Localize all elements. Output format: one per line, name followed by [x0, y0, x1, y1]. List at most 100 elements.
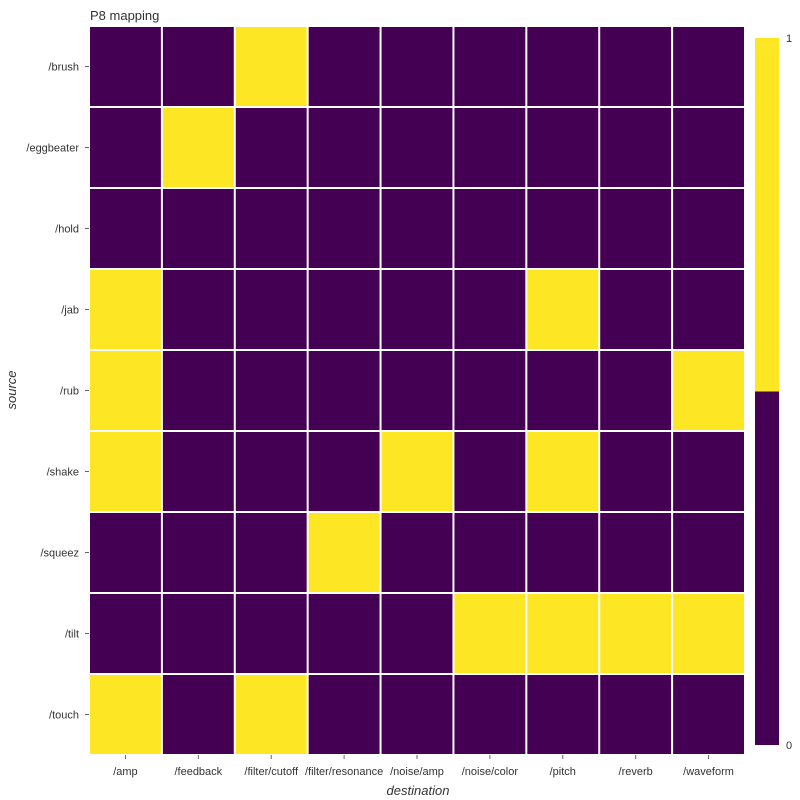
- heatmap-cell: [600, 432, 672, 511]
- heatmap-cell: [162, 675, 234, 754]
- heatmap-cell: [235, 675, 307, 754]
- heatmap-cell: [673, 351, 744, 430]
- heatmap-cell: [673, 594, 744, 673]
- heatmap-cell: [308, 270, 380, 349]
- heatmap-cell: [600, 351, 672, 430]
- heatmap-cell: [162, 432, 234, 511]
- heatmap-cell: [454, 675, 526, 754]
- heatmap-cell: [235, 594, 307, 673]
- heatmap-cell: [454, 108, 526, 187]
- heatmap-cell: [90, 675, 161, 754]
- heatmap-cell: [90, 513, 161, 592]
- heatmap-cell: [454, 594, 526, 673]
- heatmap-cell: [235, 27, 307, 106]
- heatmap-cell: [162, 594, 234, 673]
- heatmap-cell: [381, 432, 453, 511]
- heatmap-cell: [673, 108, 744, 187]
- heatmap-cell: [673, 27, 744, 106]
- x-tick-label: /noise/amp: [390, 766, 444, 778]
- heatmap-cell: [90, 189, 161, 268]
- heatmap-cell: [162, 27, 234, 106]
- heatmap-cell: [527, 513, 599, 592]
- heatmap-cell: [308, 189, 380, 268]
- heatmap-cell: [600, 594, 672, 673]
- y-tick-label: /brush: [48, 62, 79, 74]
- heatmap-cell: [527, 351, 599, 430]
- y-axis-label: source: [4, 370, 19, 409]
- heatmap-cell: [308, 432, 380, 511]
- heatmap-cell: [527, 27, 599, 106]
- heatmap-cell: [90, 432, 161, 511]
- heatmap-cell: [454, 351, 526, 430]
- heatmap-cell: [235, 351, 307, 430]
- y-tick-label: /eggbeater: [26, 143, 79, 155]
- heatmap-cell: [308, 351, 380, 430]
- colorbar-high-segment: [755, 38, 779, 392]
- heatmap-cell: [673, 189, 744, 268]
- heatmap-cell: [381, 675, 453, 754]
- heatmap-cell: [454, 270, 526, 349]
- x-tick-label: /feedback: [174, 766, 222, 778]
- heatmap-cell: [90, 270, 161, 349]
- heatmap-cell: [454, 432, 526, 511]
- x-tick-label: /waveform: [683, 766, 734, 778]
- heatmap-cell: [381, 108, 453, 187]
- heatmap-cell: [527, 108, 599, 187]
- heatmap-cell: [381, 513, 453, 592]
- heatmap-cell: [454, 27, 526, 106]
- x-tick-label: /amp: [113, 766, 137, 778]
- heatmap-cell: [235, 189, 307, 268]
- heatmap-cell: [162, 270, 234, 349]
- heatmap-cell: [381, 351, 453, 430]
- y-tick-label: /rub: [60, 386, 79, 398]
- chart-title: P8 mapping: [90, 8, 159, 23]
- heatmap-cell: [162, 513, 234, 592]
- heatmap-cell: [600, 513, 672, 592]
- heatmap-cell: [454, 513, 526, 592]
- heatmap-cell: [600, 108, 672, 187]
- heatmap-cell: [527, 675, 599, 754]
- x-tick-label: /filter/cutoff: [244, 766, 299, 778]
- heatmap-cell: [162, 189, 234, 268]
- x-tick-label: /pitch: [550, 766, 576, 778]
- y-tick-label: /hold: [55, 224, 79, 236]
- heatmap-cell: [90, 27, 161, 106]
- heatmap-cell: [235, 270, 307, 349]
- heatmap-cell: [673, 270, 744, 349]
- heatmap-cell: [527, 189, 599, 268]
- y-tick-label: /touch: [49, 710, 79, 722]
- heatmap-cell: [673, 432, 744, 511]
- colorbar: 10: [755, 33, 792, 752]
- heatmap-cell: [308, 594, 380, 673]
- heatmap-cell: [308, 27, 380, 106]
- heatmap-cell: [381, 594, 453, 673]
- heatmap-cell: [308, 108, 380, 187]
- heatmap-cell: [381, 189, 453, 268]
- x-tick-label: /reverb: [619, 766, 653, 778]
- heatmap-cell: [527, 594, 599, 673]
- heatmap-cell: [527, 432, 599, 511]
- heatmap-cell: [381, 270, 453, 349]
- heatmap-cell: [673, 513, 744, 592]
- x-tick-label: /noise/color: [462, 766, 519, 778]
- heatmap-cell: [600, 270, 672, 349]
- heatmap-cell: [162, 351, 234, 430]
- y-tick-label: /shake: [47, 467, 79, 479]
- heatmap-cell: [90, 351, 161, 430]
- heatmap-cell: [235, 108, 307, 187]
- x-axis-label: destination: [387, 783, 450, 798]
- heatmap-cell: [90, 594, 161, 673]
- heatmap-cell: [308, 675, 380, 754]
- y-tick-label: /tilt: [65, 629, 79, 641]
- colorbar-max-label: 1: [786, 33, 792, 45]
- heatmap-cell: [235, 513, 307, 592]
- colorbar-min-label: 0: [786, 740, 792, 752]
- heatmap-cell: [381, 27, 453, 106]
- heatmap-cell: [90, 108, 161, 187]
- heatmap-cell: [527, 270, 599, 349]
- x-axis-ticks: /amp/feedback/filter/cutoff/filter/reson…: [113, 755, 734, 778]
- heatmap-cell: [454, 189, 526, 268]
- heatmap-cell: [673, 675, 744, 754]
- heatmap-cell: [600, 27, 672, 106]
